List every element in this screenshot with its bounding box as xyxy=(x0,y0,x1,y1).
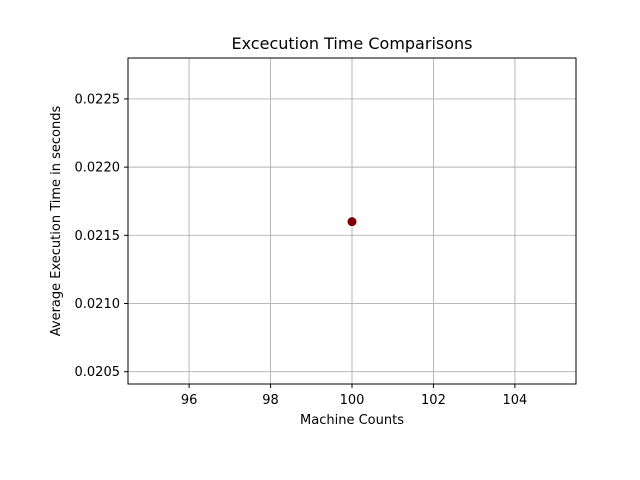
x-tick-label: 96 xyxy=(181,393,198,408)
y-axis-label: Average Execution Time in seconds xyxy=(49,106,64,337)
y-tick-label: 0.0215 xyxy=(75,229,121,244)
axis-ticks: 96 98 100 102 104 0.0205 0.0210 0.0215 0.0220 0.0… xyxy=(75,92,528,408)
y-tick-label: 0.0205 xyxy=(75,365,121,380)
y-tick-label: 0.0220 xyxy=(75,161,121,176)
x-tick-label: 100 xyxy=(340,393,365,408)
y-tick-label: 0.0225 xyxy=(75,92,121,107)
y-tick-label: 0.0210 xyxy=(75,297,121,312)
x-tick-label: 102 xyxy=(421,393,446,408)
x-tick-label: 104 xyxy=(502,393,527,408)
x-axis-label: Machine Counts xyxy=(300,413,404,428)
chart-title: Excecution Time Comparisons xyxy=(232,34,473,53)
data-points xyxy=(347,217,357,227)
data-point xyxy=(347,217,357,227)
x-tick-label: 98 xyxy=(262,393,279,408)
